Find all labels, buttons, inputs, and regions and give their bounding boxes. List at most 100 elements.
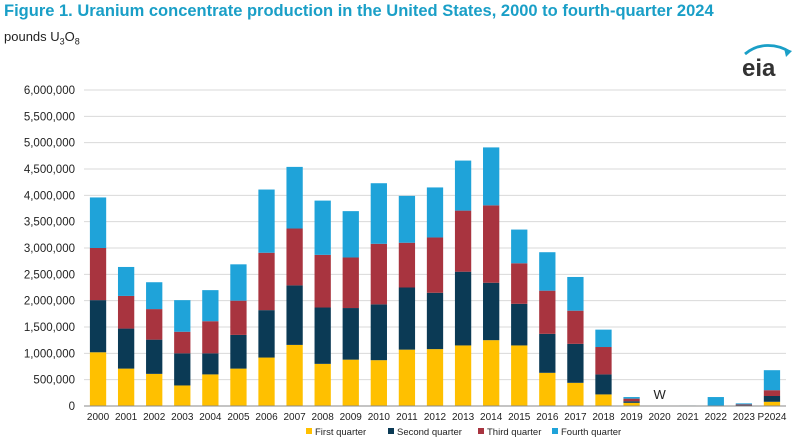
bar-segment [117, 328, 135, 369]
bar-segment [202, 290, 219, 322]
bar-segment [89, 352, 107, 406]
bar-segment [258, 189, 275, 253]
y-tick-label: 3,000,000 [24, 243, 75, 255]
bar-segment [117, 368, 135, 406]
bar-segment [735, 403, 753, 405]
bar-segment [370, 183, 387, 244]
bar-segment [426, 237, 444, 293]
x-tick-label: 2001 [115, 412, 138, 423]
bar-segment [258, 310, 275, 358]
bar-segment [483, 147, 500, 206]
x-tick-label: 2009 [340, 412, 363, 423]
bar-segment [511, 303, 528, 346]
x-tick-label: 2013 [452, 412, 475, 423]
bar-segment [230, 300, 247, 335]
chart-title: Figure 1. Uranium concentrate production… [4, 2, 714, 20]
bar-segment [174, 385, 191, 406]
x-tick-label: 2007 [283, 412, 306, 423]
y-tick-label: 5,000,000 [24, 138, 75, 150]
bar-segment [595, 347, 612, 375]
bar-segment [258, 357, 275, 406]
bar-segment [426, 349, 444, 406]
bar-segment [146, 373, 163, 406]
bar-segment [370, 360, 387, 406]
bar-segment [398, 349, 416, 406]
y-tick-label: 3,500,000 [24, 217, 75, 229]
units-label: pounds U3O8 [4, 29, 80, 47]
bar-segment [314, 363, 331, 406]
bar-segment [454, 271, 472, 346]
bar-segment [763, 401, 781, 406]
bar-segment [117, 266, 135, 296]
x-tick-label: 2021 [677, 412, 700, 423]
bar-segment [595, 329, 612, 348]
x-tick-label: 2012 [424, 412, 447, 423]
bar-segment [286, 166, 303, 229]
y-tick-label: 4,000,000 [24, 190, 75, 202]
bar-segment [707, 397, 724, 406]
bar-segment [567, 343, 584, 383]
bar-segment [398, 195, 416, 243]
bar-segment [426, 292, 444, 350]
y-tick-label: 5,500,000 [24, 111, 75, 123]
y-tick-label: 1,500,000 [24, 322, 75, 334]
bar-segment [202, 374, 219, 406]
bar-segment [314, 200, 331, 255]
x-tick-label: 2022 [705, 412, 728, 423]
eia-logo: eia [742, 44, 792, 82]
x-tick-label: 2017 [564, 412, 587, 423]
bar-segment [342, 211, 359, 258]
legend-swatch [552, 428, 558, 434]
y-tick-label: 2,500,000 [24, 269, 75, 281]
bar-segment [230, 368, 247, 406]
bar-segment [735, 404, 753, 406]
bar-segment [454, 210, 472, 272]
bar-segment [117, 295, 135, 329]
bar-segment [370, 243, 387, 305]
bar-segment [174, 331, 191, 354]
bar-segment [483, 340, 500, 406]
bar-segment [454, 345, 472, 406]
x-tick-label: 2002 [143, 412, 166, 423]
legend-label: Fourth quarter [561, 427, 621, 438]
x-tick-label: 2003 [171, 412, 194, 423]
bar-segment [511, 345, 528, 406]
y-tick-label: 6,000,000 [24, 85, 75, 97]
bar-segment [146, 339, 163, 374]
bar-segment [89, 197, 107, 248]
bar-segment [595, 374, 612, 395]
x-tick-label: 2008 [312, 412, 335, 423]
bar-segment [174, 300, 191, 332]
bar-segment [763, 395, 781, 402]
x-tick-label: 2023 [733, 412, 756, 423]
x-tick-label: 2019 [620, 412, 643, 423]
bar-segment [286, 285, 303, 345]
y-tick-label: 2,000,000 [24, 296, 75, 308]
bar-segment [398, 287, 416, 350]
x-tick-label: 2005 [227, 412, 250, 423]
bar-segment [511, 229, 528, 264]
bar-segment [454, 160, 472, 211]
bar-segment [370, 304, 387, 361]
bar-segment [202, 321, 219, 354]
x-tick-label: 2020 [649, 412, 672, 423]
bar-segment [314, 254, 331, 308]
legend-swatch [388, 428, 394, 434]
bar-segment [89, 300, 107, 353]
bar-segment [763, 390, 781, 396]
bar-segment [623, 397, 640, 399]
bar-segment [511, 263, 528, 304]
svg-text:eia: eia [742, 55, 776, 82]
bar-segment [426, 187, 444, 238]
bar-segment [230, 264, 247, 301]
bar-segment [763, 370, 781, 391]
bar-segment [595, 394, 612, 406]
bar-segment [202, 353, 219, 375]
bar-segment [89, 248, 107, 301]
bar-segment [539, 372, 556, 406]
y-tick-label: 1,000,000 [24, 348, 75, 360]
y-tick-label: 4,500,000 [24, 164, 75, 176]
y-tick-label: 0 [69, 401, 75, 413]
legend-label: Second quarter [397, 427, 462, 438]
